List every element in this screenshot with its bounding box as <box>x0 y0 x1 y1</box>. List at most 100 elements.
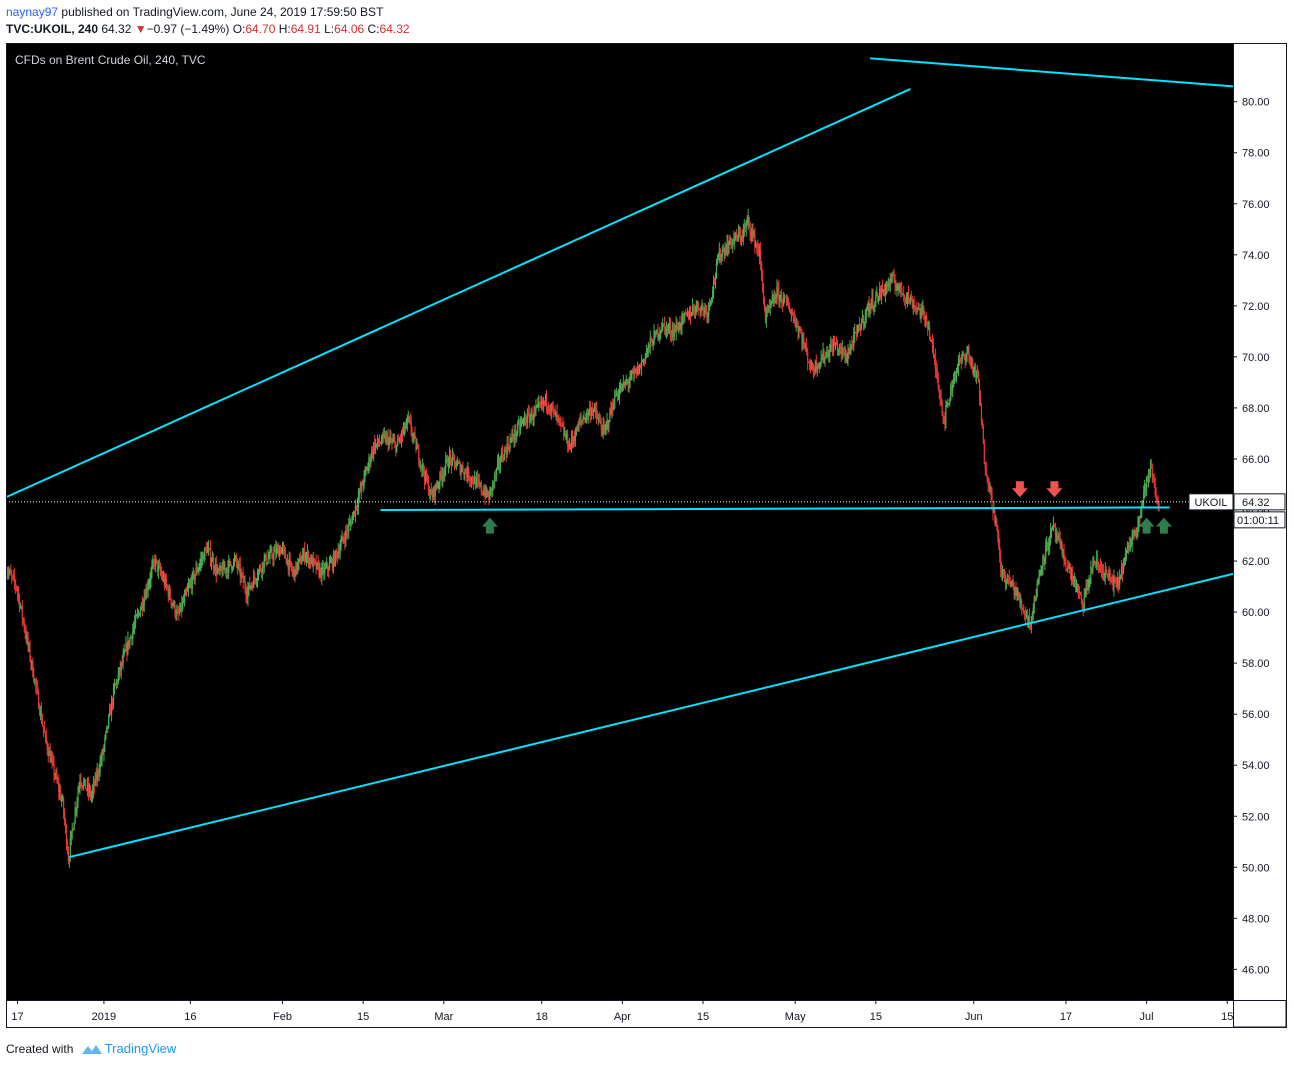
candle <box>416 438 418 451</box>
candle <box>502 454 504 463</box>
candle <box>525 415 527 430</box>
candle <box>996 518 998 531</box>
tradingview-link[interactable]: TradingView <box>104 1041 177 1056</box>
candle-body <box>475 478 478 488</box>
candle-body <box>596 415 599 420</box>
candle <box>559 418 561 427</box>
candle-body <box>616 394 618 397</box>
candle-body <box>268 557 270 559</box>
candle <box>806 337 808 356</box>
candle <box>142 598 144 612</box>
candle <box>66 838 69 855</box>
candle-body <box>858 325 861 329</box>
candle <box>1031 611 1033 624</box>
candle <box>394 433 396 449</box>
candle-body <box>572 439 575 441</box>
candle <box>1039 569 1041 577</box>
candle <box>479 481 481 488</box>
candle-body <box>797 324 799 333</box>
candle <box>718 242 720 264</box>
candle <box>102 747 104 755</box>
candle <box>470 476 472 488</box>
candle-body <box>336 552 338 557</box>
candle <box>266 562 268 566</box>
candle <box>315 554 317 575</box>
candle <box>922 299 924 316</box>
candle <box>466 465 468 482</box>
candle <box>127 631 129 656</box>
candle-body <box>167 588 169 597</box>
candle <box>802 332 804 351</box>
candle-body <box>979 396 982 405</box>
candle <box>437 480 439 489</box>
y-tick-label: 48.00 <box>1242 913 1270 925</box>
candle-body <box>795 322 797 327</box>
candle <box>1119 569 1121 590</box>
candle <box>483 484 485 497</box>
candle-body <box>775 299 777 301</box>
candle <box>50 750 52 763</box>
candle <box>631 369 633 381</box>
candle <box>213 565 215 575</box>
candle-body <box>341 536 343 542</box>
candle <box>22 616 24 625</box>
candle-body <box>889 277 891 287</box>
candle-body <box>74 809 76 823</box>
candle <box>554 405 556 417</box>
candle <box>210 557 213 571</box>
candle-body <box>926 316 928 323</box>
y-tick-label: 60.00 <box>1242 607 1270 619</box>
candle <box>375 438 377 455</box>
candle <box>385 430 387 446</box>
candle <box>938 384 940 400</box>
candle <box>501 444 503 463</box>
candle-body <box>1122 563 1125 574</box>
candle <box>648 344 650 353</box>
candle <box>134 614 136 635</box>
candle-body <box>1079 592 1081 596</box>
candle <box>240 568 242 583</box>
candle-body <box>1049 531 1052 543</box>
candle <box>784 296 787 298</box>
candle <box>893 268 895 284</box>
candle <box>678 321 680 334</box>
candle <box>24 624 26 639</box>
candle-body <box>370 458 372 464</box>
candle-body <box>125 644 127 651</box>
publisher-link[interactable]: naynay97 <box>6 5 59 19</box>
candle <box>165 573 167 591</box>
candle-body <box>436 487 438 489</box>
candle <box>856 324 858 341</box>
candle <box>957 355 960 377</box>
candle-body <box>524 418 527 423</box>
candle-body <box>576 426 578 432</box>
candle-body <box>691 307 694 314</box>
candle-body <box>707 313 709 317</box>
candle <box>754 227 756 254</box>
x-tick-label: 2019 <box>92 1011 116 1023</box>
chart-frame[interactable]: CFDs on Brent Crude Oil, 240, TVC 80.00 78… <box>6 43 1287 1028</box>
candle <box>325 561 327 570</box>
candle-body <box>442 474 444 480</box>
candle-body <box>108 715 110 728</box>
candle <box>572 435 575 448</box>
candle-body <box>895 286 897 291</box>
candle-body <box>200 559 202 564</box>
candle-body <box>754 232 756 247</box>
candle <box>644 352 647 364</box>
candle-body <box>888 282 890 287</box>
candle-body <box>845 352 847 362</box>
candle-body <box>953 371 956 379</box>
candle-body <box>364 471 366 474</box>
candle-body <box>1088 579 1090 589</box>
candle-body <box>175 614 177 616</box>
candle <box>599 414 601 424</box>
price-chart[interactable]: CFDs on Brent Crude Oil, 240, TVC80.0078… <box>6 43 1287 1028</box>
candle-body <box>1059 540 1061 544</box>
candle <box>623 381 625 388</box>
candle <box>1111 573 1113 585</box>
candle <box>748 216 750 228</box>
candle-body <box>514 429 516 440</box>
candle-body <box>261 562 263 573</box>
candle <box>1122 558 1125 575</box>
